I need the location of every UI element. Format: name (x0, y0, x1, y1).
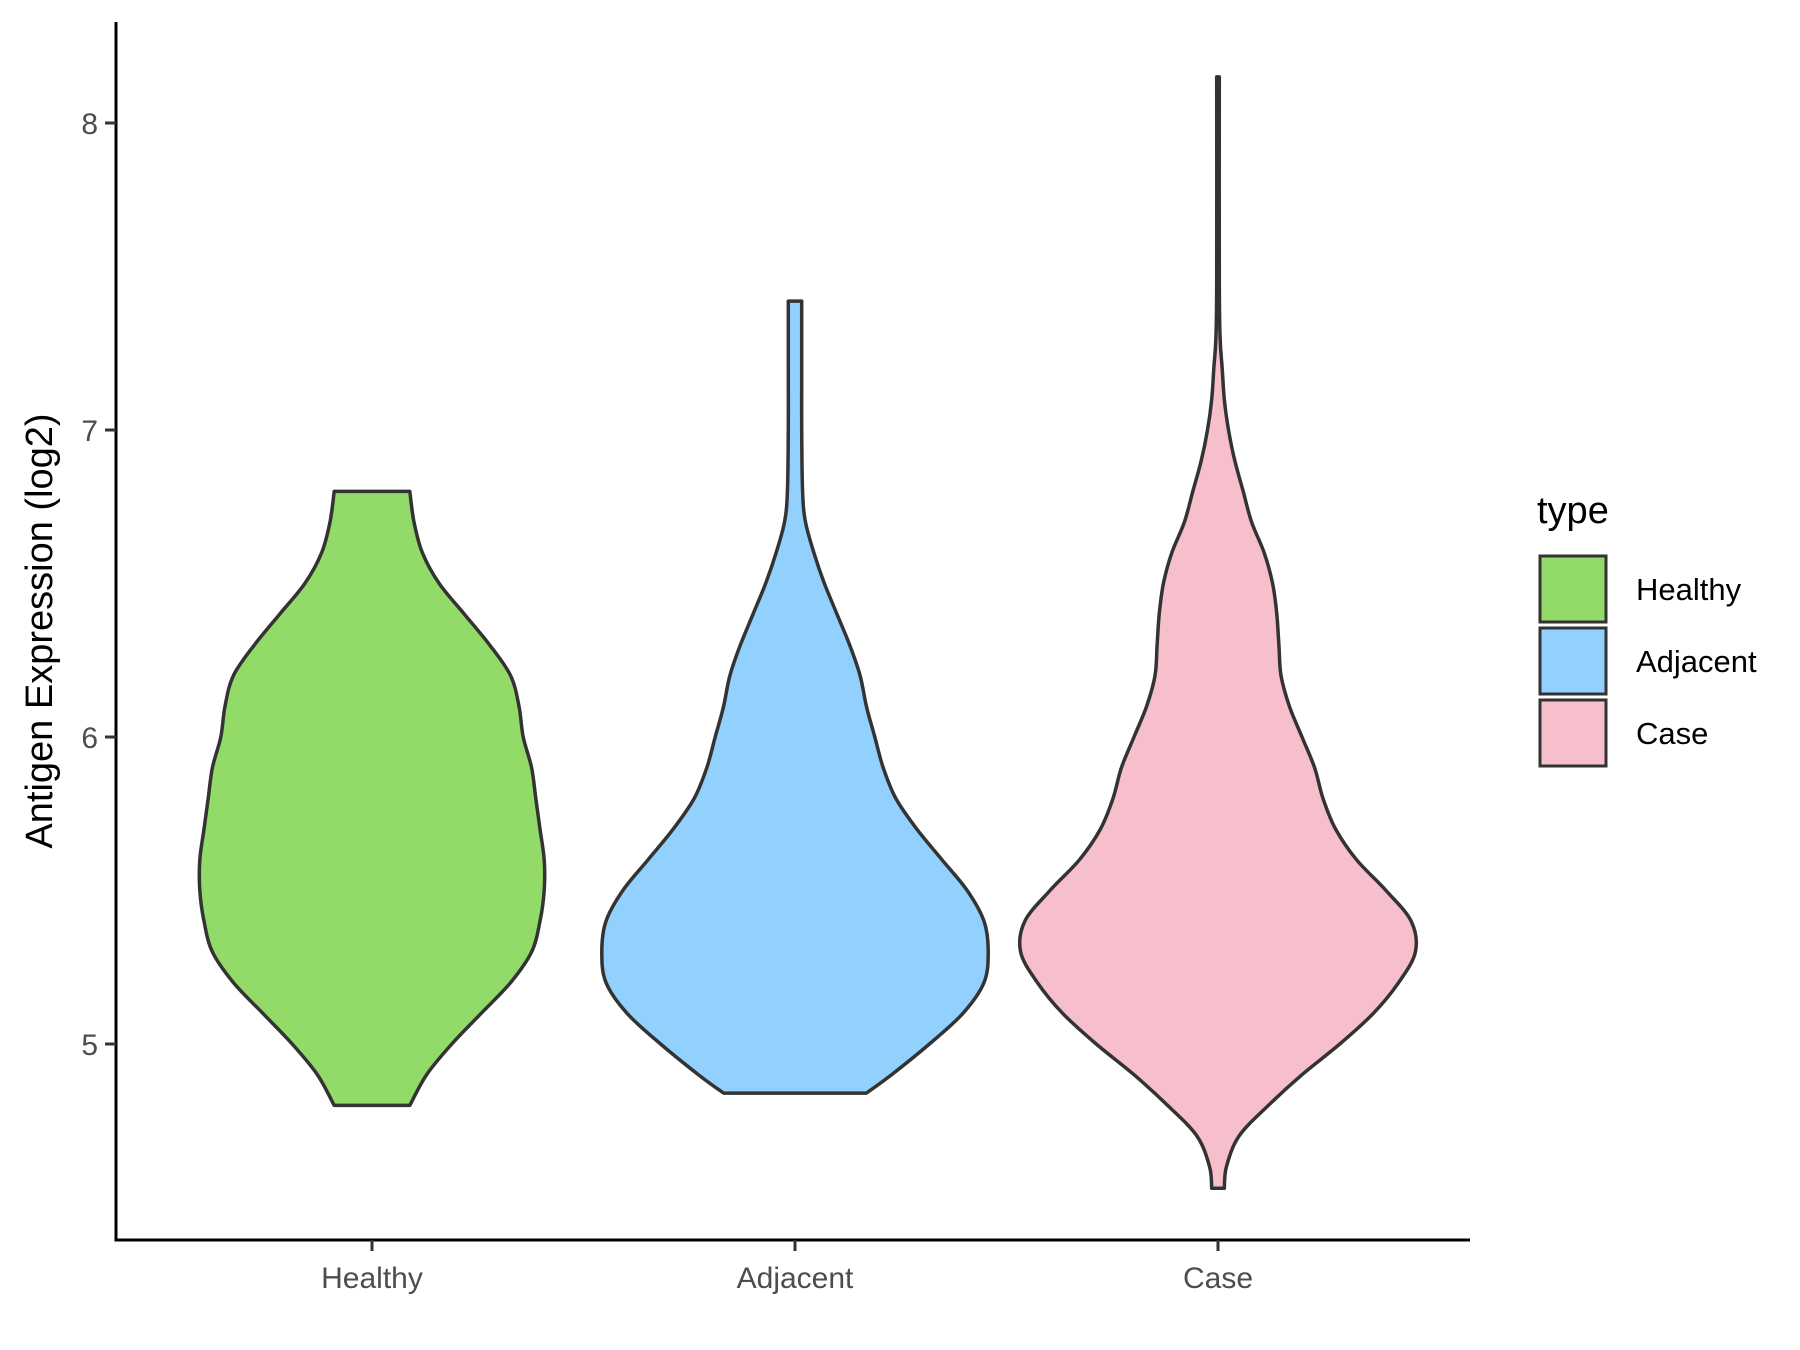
y-tick-label: 7 (81, 415, 98, 448)
violin-healthy (197, 489, 547, 1108)
legend-key-healthy (1538, 554, 1608, 624)
x-tick-label: Adjacent (737, 1262, 854, 1295)
y-tick-label: 6 (81, 722, 98, 755)
y-ticks: 5 6 7 8 (81, 108, 116, 1062)
legend-label-adjacent: Adjacent (1636, 644, 1757, 679)
legend-label-healthy: Healthy (1636, 572, 1742, 607)
y-tick-label: 8 (81, 108, 98, 141)
x-tick-label: Case (1183, 1262, 1253, 1295)
y-tick-label: 5 (81, 1029, 98, 1062)
y-axis-title: Antigen Expression (log2) (19, 413, 61, 848)
x-tick-label: Healthy (321, 1262, 423, 1295)
violin-adjacent (600, 299, 990, 1095)
legend-title: type (1537, 490, 1609, 532)
x-ticks: Healthy Adjacent Case (321, 1240, 1253, 1295)
axes: 5 6 7 8 Healthy Adjacent Case (81, 22, 1470, 1295)
legend-key-adjacent (1538, 626, 1608, 696)
legend-entries: Healthy Adjacent Case (1538, 554, 1757, 768)
violin-layer (197, 75, 1419, 1191)
legend: type Healthy Adjacent Case (1537, 490, 1757, 768)
legend-key-case (1538, 698, 1608, 768)
violin-case (1017, 75, 1419, 1191)
legend-label-case: Case (1636, 716, 1708, 751)
